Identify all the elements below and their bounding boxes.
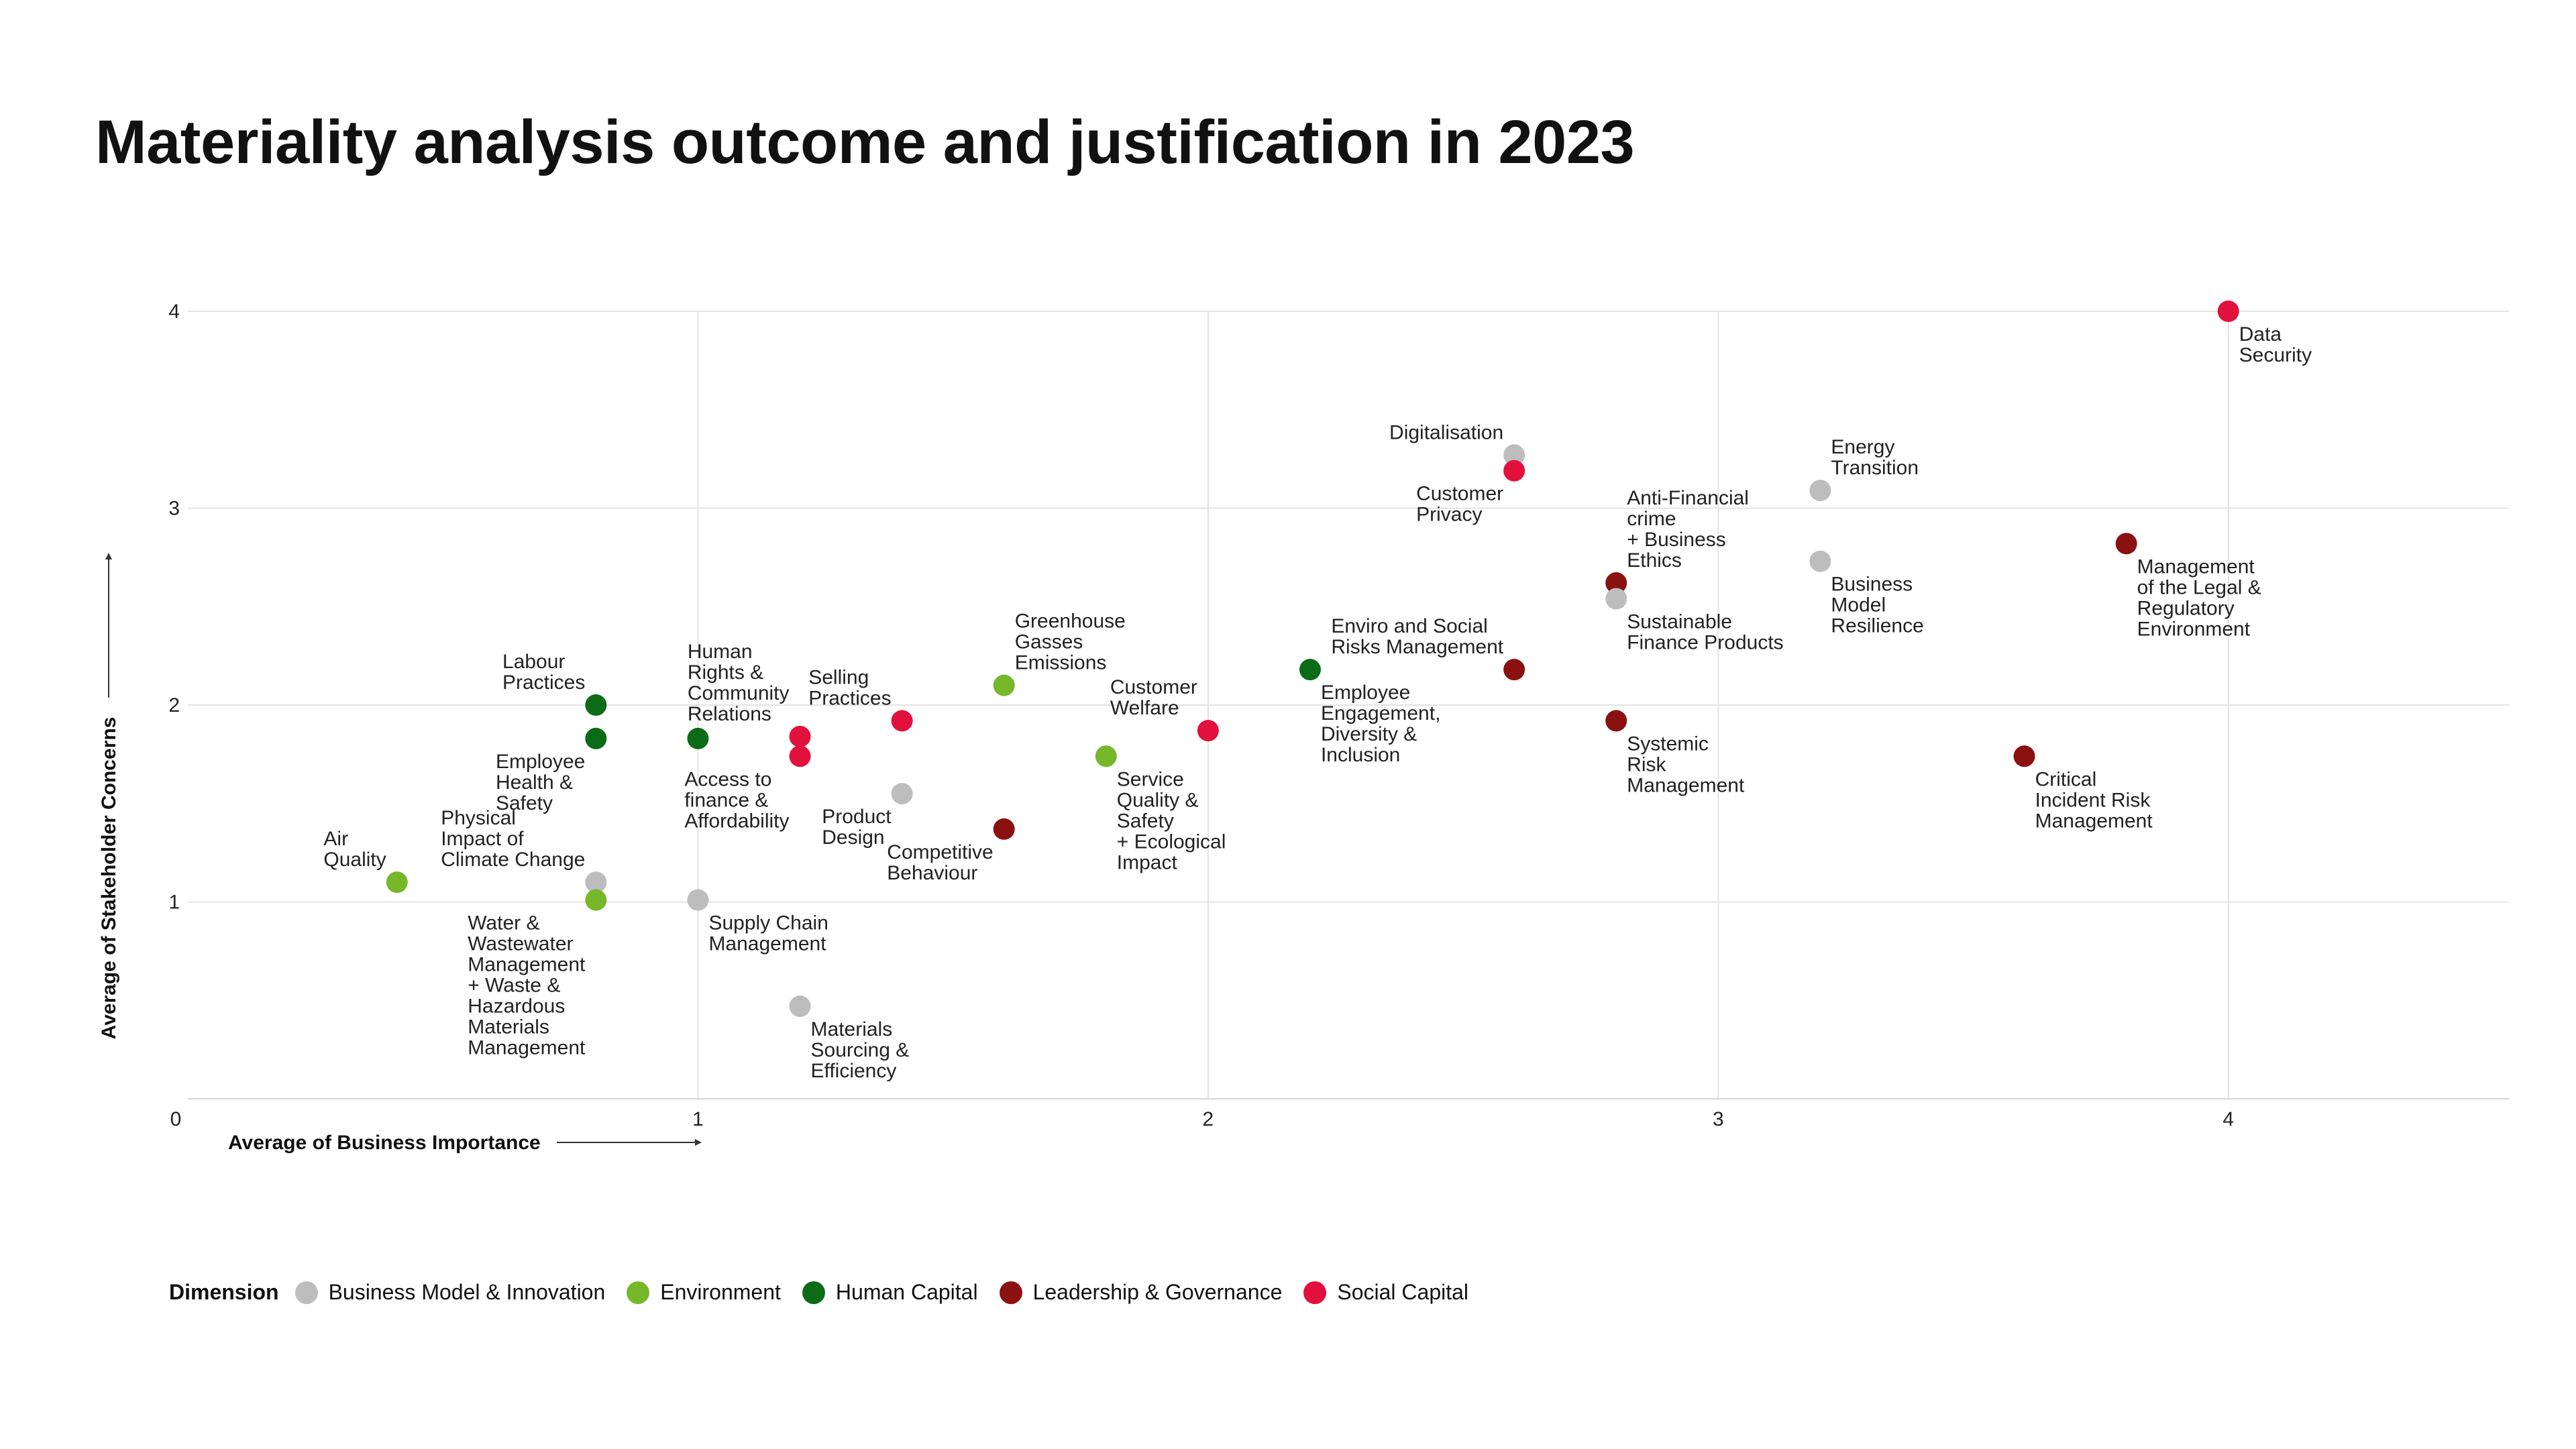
- legend-item-business-model[interactable]: Business Model & Innovation: [294, 1280, 606, 1305]
- y-axis-arrowhead: [105, 553, 112, 559]
- chart-title: Materiality analysis outcome and justifi…: [95, 108, 1635, 176]
- point-label: Business Model Resilience: [1831, 574, 1923, 637]
- y-tick-label: 2: [168, 694, 180, 716]
- point-label: Employee Engagement, Diversity & Inclusion: [1321, 682, 1440, 766]
- point-label: Human Rights & Community Relations: [688, 641, 790, 725]
- point-label: Greenhouse Gasses Emissions: [1015, 610, 1126, 674]
- legend-label: Leadership & Governance: [1032, 1280, 1283, 1304]
- point-label: Water & Wastewater Management + Waste & Haza…: [468, 912, 586, 1059]
- x-axis-title: Average of Business Importance: [228, 1132, 541, 1154]
- x-tick-label: 1: [692, 1108, 704, 1130]
- data-point[interactable]: [585, 889, 607, 911]
- data-point[interactable]: [789, 745, 811, 767]
- x-tick-label: 2: [1203, 1108, 1214, 1130]
- data-point[interactable]: [1197, 720, 1219, 742]
- point-label: Service Quality & Safety + Ecological Impact: [1117, 768, 1226, 873]
- point-label: Competitive Behaviour: [887, 841, 993, 884]
- point-label: Critical Incident Risk Management: [2035, 768, 2153, 832]
- legend-item-social-capital[interactable]: Social Capital: [1303, 1280, 1468, 1305]
- data-point[interactable]: [891, 710, 913, 732]
- point-label: Management of the Legal & Regulatory Enviro…: [2137, 555, 2261, 640]
- point-label: Physical Impact of Climate Change: [441, 807, 585, 871]
- data-point[interactable]: [585, 871, 607, 894]
- x-tick-label: 0: [170, 1108, 182, 1130]
- grid: 1 2 3 4 0 1 2 3 4: [168, 301, 2509, 1130]
- data-point[interactable]: [1095, 745, 1117, 767]
- legend-title: Dimension: [169, 1280, 279, 1304]
- y-tick-label: 1: [168, 892, 180, 914]
- legend-swatch: [999, 1281, 1022, 1304]
- x-tick-label: 3: [1713, 1108, 1724, 1130]
- point-label: Energy Transition: [1831, 436, 1919, 479]
- data-points: [386, 301, 2239, 1018]
- data-point[interactable]: [2013, 745, 2035, 767]
- point-labels: Data Security Digitalisation Customer Privac…: [323, 323, 2312, 1082]
- point-label: Selling Practices: [808, 666, 891, 709]
- data-point[interactable]: [1299, 659, 1321, 681]
- y-tick-label: 4: [168, 301, 180, 323]
- point-label: Labour Practices: [502, 651, 585, 694]
- point-label: Access to finance & Affordability: [684, 768, 789, 832]
- data-point[interactable]: [2217, 301, 2239, 322]
- legend-item-environment[interactable]: Environment: [627, 1280, 781, 1305]
- legend-swatch: [1303, 1281, 1327, 1304]
- data-point[interactable]: [585, 727, 607, 749]
- legend-swatch: [627, 1281, 650, 1304]
- point-label: Enviro and Social Risks Management: [1331, 615, 1503, 658]
- data-point[interactable]: [1503, 444, 1525, 466]
- point-label: Customer Privacy: [1416, 483, 1503, 526]
- legend-swatch: [802, 1281, 825, 1304]
- x-tick-label: 4: [2222, 1108, 2234, 1130]
- axes: Average of Business Importance Average o…: [98, 553, 702, 1154]
- data-point[interactable]: [1605, 588, 1627, 610]
- data-point[interactable]: [1809, 550, 1831, 572]
- point-label: Employee Health & Safety: [496, 751, 585, 814]
- x-axis-arrowhead: [695, 1139, 702, 1146]
- data-point[interactable]: [789, 996, 811, 1018]
- legend-item-human-capital[interactable]: Human Capital: [802, 1280, 978, 1305]
- data-point[interactable]: [585, 694, 607, 716]
- point-label: Air Quality: [323, 828, 386, 871]
- data-point[interactable]: [891, 783, 913, 805]
- data-point[interactable]: [1503, 659, 1525, 681]
- y-tick-label: 3: [168, 498, 180, 520]
- legend-label: Business Model & Innovation: [328, 1280, 606, 1304]
- data-point[interactable]: [2115, 533, 2137, 555]
- data-point[interactable]: [1809, 480, 1831, 502]
- point-label: Sustainable Finance Products: [1627, 611, 1783, 654]
- legend-swatch: [294, 1281, 318, 1304]
- legend-label: Environment: [660, 1280, 781, 1304]
- data-point[interactable]: [386, 871, 408, 894]
- data-point[interactable]: [993, 818, 1015, 840]
- data-point[interactable]: [789, 725, 811, 747]
- data-point[interactable]: [1605, 572, 1627, 594]
- point-label: Customer Welfare: [1110, 676, 1197, 719]
- data-point[interactable]: [1503, 460, 1525, 482]
- data-point[interactable]: [687, 889, 709, 911]
- data-point[interactable]: [993, 674, 1015, 696]
- legend: Dimension Business Model & Innovation En…: [169, 1280, 1490, 1305]
- legend-item-leadership-governance[interactable]: Leadership & Governance: [999, 1280, 1283, 1305]
- point-label: Data Security: [2239, 323, 2312, 366]
- point-label: Materials Sourcing & Efficiency: [811, 1018, 910, 1082]
- data-point[interactable]: [687, 727, 709, 749]
- point-label: Product Design: [822, 806, 892, 849]
- legend-label: Human Capital: [835, 1280, 978, 1304]
- y-axis-title: Average of Stakeholder Concerns: [98, 717, 120, 1040]
- legend-label: Social Capital: [1337, 1280, 1469, 1304]
- point-label: Supply Chain Management: [708, 912, 828, 955]
- point-label: Digitalisation: [1389, 421, 1503, 443]
- point-label: Systemic Risk Management: [1627, 733, 1745, 796]
- data-point[interactable]: [1605, 710, 1627, 732]
- point-label: Anti-Financial crime + Business Ethics: [1627, 487, 1749, 572]
